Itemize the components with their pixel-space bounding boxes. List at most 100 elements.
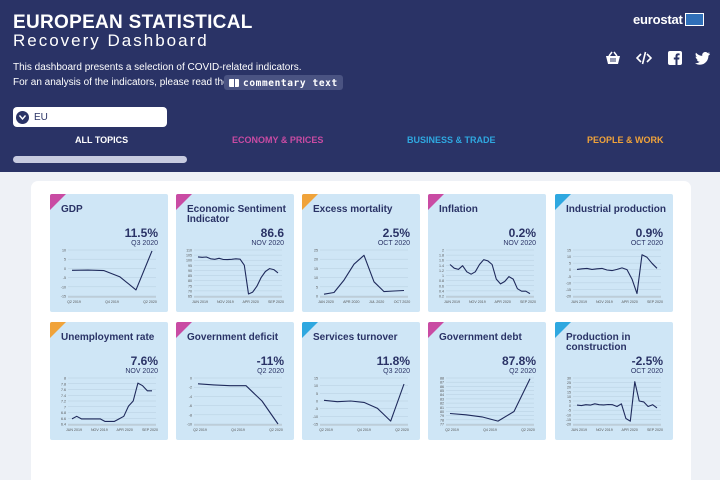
x-tick-label: NOV 2019 <box>596 300 613 304</box>
y-tick-label: 80 <box>188 279 192 283</box>
indicator-card-unemployment-rate[interactable]: Unemployment rate 7.6% NOV 2020 8 7.8 7.6 7.4 7… <box>50 322 168 440</box>
series-line <box>576 381 658 422</box>
y-tick-label: 15 <box>314 377 318 381</box>
indicator-card-inflation[interactable]: Inflation 0.2% NOV 2020 2 1.8 1.6 1.4 1.2 1 0.8 0.… <box>428 194 546 312</box>
x-tick-label: JUN 2019 <box>66 428 82 432</box>
y-tick-label: -20 <box>566 295 571 299</box>
y-tick-label: 6.8 <box>61 411 66 415</box>
y-tick-label: 0.4 <box>439 289 444 293</box>
eu-flag-icon <box>684 13 704 26</box>
card-value: 11.5% <box>124 226 158 240</box>
x-tick-label: JUN 2019 <box>192 300 208 304</box>
y-tick-label: 0 <box>190 377 192 381</box>
tab-all-topics[interactable]: ALL TOPICS <box>75 135 129 145</box>
y-tick-label: -10 <box>566 413 571 417</box>
card-period: NOV 2020 <box>503 240 536 247</box>
x-tick-label: NOV 2019 <box>217 300 234 304</box>
card-title: GDP <box>61 204 83 215</box>
y-tick-label: 30 <box>567 377 571 381</box>
card-title: Excess mortality <box>313 204 393 215</box>
indicator-card-services-turnover[interactable]: Services turnover 11.8% Q3 2020 15 10 5 0 -5 -10… <box>302 322 420 440</box>
indicator-card-government-deficit[interactable]: Government deficit -11% Q2 2020 0 -2 -4 -6 -8 -1… <box>176 322 294 440</box>
y-tick-label: -5 <box>315 407 318 411</box>
indicator-card-industrial-production[interactable]: Industrial production 0.9% OCT 2020 15 10 5 0 -… <box>555 194 673 312</box>
y-tick-label: 15 <box>314 267 318 271</box>
y-tick-label: 6.6 <box>61 417 66 421</box>
x-tick-label: JAN 2020 <box>318 300 334 304</box>
x-tick-label: Q4 2019 <box>483 428 497 432</box>
x-tick-label: JUN 2019 <box>571 300 587 304</box>
y-tick-label: 1 <box>442 274 444 278</box>
chevron-down-icon <box>16 110 29 124</box>
indicator-card-excess-mortality[interactable]: Excess mortality 2.5% OCT 2020 25 20 15 10 5 0 JA… <box>302 194 420 312</box>
indicator-card-economic-sentiment[interactable]: Economic Sentiment Indicator 86.6 NOV 2020… <box>176 194 294 312</box>
card-period: Q3 2020 <box>383 368 410 375</box>
indicator-card-gdp[interactable]: GDP 11.5% Q3 2020 10 5 0 -5 -10 -15 Q2 2019 Q4 201… <box>50 194 168 312</box>
code-icon[interactable] <box>636 50 652 66</box>
y-tick-label: -15 <box>566 418 571 422</box>
y-tick-label: 84 <box>440 393 444 397</box>
series-line <box>323 254 405 295</box>
indicator-card-construction-production[interactable]: Production in construction -2.5% OCT 2020 3… <box>555 322 673 440</box>
x-tick-label: Q2 2020 <box>395 428 409 432</box>
y-tick-label: 5 <box>316 392 318 396</box>
y-tick-label: -8 <box>189 413 192 417</box>
y-tick-label: 20 <box>314 258 318 262</box>
y-tick-label: -10 <box>187 423 192 427</box>
basket-icon[interactable] <box>605 50 621 66</box>
y-tick-label: 0 <box>569 268 571 272</box>
card-title: Services turnover <box>313 332 398 343</box>
y-tick-label: 0 <box>569 404 571 408</box>
y-tick-label: 2 <box>442 249 444 253</box>
y-tick-label: 79 <box>440 414 444 418</box>
y-tick-label: 85 <box>440 389 444 393</box>
tab-business-trade[interactable]: BUSINESS & TRADE <box>407 135 496 145</box>
x-tick-label: Q4 2019 <box>231 428 245 432</box>
y-tick-label: 7.4 <box>61 394 66 398</box>
x-tick-label: SEP 2020 <box>268 300 284 304</box>
geo-select[interactable]: EU <box>13 107 167 127</box>
eurostat-logo[interactable]: eurostat <box>633 12 704 27</box>
y-tick-label: 85 <box>188 274 192 278</box>
card-period: NOV 2020 <box>251 240 284 247</box>
x-tick-label: Q2 2019 <box>67 300 81 304</box>
indicator-card-government-debt[interactable]: Government debt 87.8% Q2 2020 88 87 86 85 84 83 8… <box>428 322 546 440</box>
y-tick-label: 6.4 <box>61 423 66 427</box>
y-tick-label: 0.2 <box>439 295 444 299</box>
y-tick-label: -4 <box>189 395 192 399</box>
y-tick-label: 20 <box>567 386 571 390</box>
x-tick-label: Q2 2020 <box>521 428 535 432</box>
facebook-icon[interactable] <box>667 50 683 66</box>
card-period: Q2 2020 <box>257 368 284 375</box>
y-tick-label: -2 <box>189 386 192 390</box>
series-line <box>71 250 153 291</box>
y-tick-label: 0 <box>316 295 318 299</box>
y-tick-label: -15 <box>61 295 66 299</box>
y-tick-label: 0.6 <box>439 284 444 288</box>
y-tick-label: 88 <box>440 377 444 381</box>
twitter-icon[interactable] <box>694 50 710 66</box>
y-tick-label: 8 <box>64 377 66 381</box>
tab-economy-prices[interactable]: ECONOMY & PRICES <box>232 135 324 145</box>
x-tick-label: SEP 2020 <box>647 300 663 304</box>
x-tick-label: OCT 2020 <box>394 300 411 304</box>
y-tick-label: 90 <box>188 269 192 273</box>
tab-people-work[interactable]: PEOPLE & WORK <box>587 135 664 145</box>
x-tick-label: NOV 2019 <box>469 300 486 304</box>
y-tick-label: 10 <box>567 395 571 399</box>
y-tick-label: 5 <box>316 285 318 289</box>
description-line-2: For an analysis of the indicators, pleas… <box>13 77 229 88</box>
x-tick-label: SEP 2020 <box>142 428 158 432</box>
x-tick-label: NOV 2019 <box>596 428 613 432</box>
y-tick-label: 86 <box>440 385 444 389</box>
active-tab-indicator <box>13 156 187 163</box>
y-tick-label: 65 <box>188 295 192 299</box>
y-tick-label: 78 <box>440 418 444 422</box>
commentary-text-button[interactable]: commentary text <box>224 75 343 90</box>
description-line-1: This dashboard presents a selection of C… <box>13 62 302 73</box>
y-tick-label: 15 <box>567 249 571 253</box>
card-title: Production in construction <box>566 332 631 353</box>
